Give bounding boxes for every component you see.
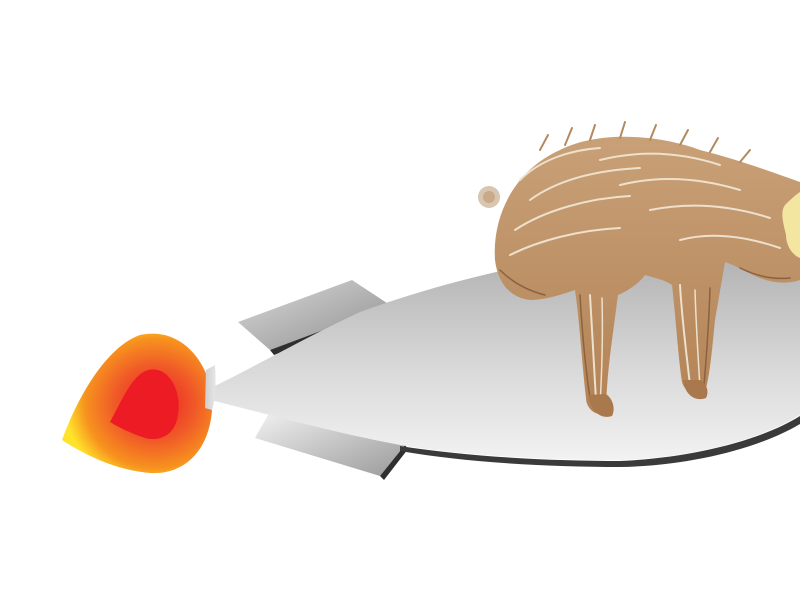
furry-animal [478, 121, 800, 417]
flame-core [110, 369, 179, 440]
animal-paw-left [588, 394, 614, 417]
rocket-body [205, 250, 800, 467]
rocket-bottom-fin [255, 408, 408, 480]
animal-head [782, 192, 800, 258]
fur-strands [499, 121, 791, 406]
flame [62, 333, 213, 474]
animal-paw-right [683, 380, 708, 400]
